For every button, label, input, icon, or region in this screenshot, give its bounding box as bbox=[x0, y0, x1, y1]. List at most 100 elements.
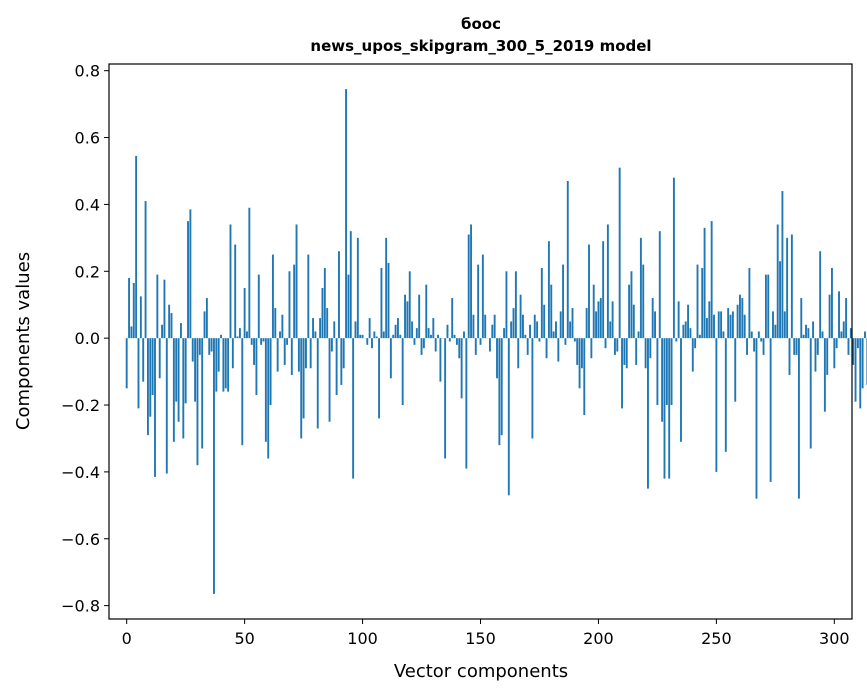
bar bbox=[300, 338, 303, 439]
bar bbox=[378, 338, 381, 419]
bar bbox=[187, 221, 189, 339]
bar bbox=[739, 294, 741, 339]
bar bbox=[852, 338, 855, 365]
bar bbox=[757, 331, 760, 339]
bar bbox=[283, 338, 286, 365]
bar bbox=[189, 209, 192, 339]
bar bbox=[847, 338, 850, 355]
bar bbox=[507, 338, 510, 496]
bar bbox=[321, 288, 324, 339]
bar bbox=[408, 271, 411, 339]
bar bbox=[689, 328, 692, 339]
bar bbox=[512, 308, 515, 339]
bar bbox=[644, 338, 647, 369]
bar bbox=[496, 338, 498, 379]
bar bbox=[729, 314, 732, 339]
bar bbox=[418, 294, 421, 339]
x-tick-label: 100 bbox=[347, 629, 378, 648]
x-tick-label: 300 bbox=[819, 629, 850, 648]
bar bbox=[465, 338, 468, 469]
bar bbox=[698, 334, 701, 339]
bar bbox=[236, 336, 239, 339]
bar bbox=[305, 338, 307, 369]
bar bbox=[175, 338, 178, 402]
bar bbox=[375, 336, 378, 339]
bar bbox=[670, 338, 673, 406]
bar bbox=[180, 323, 182, 339]
bar bbox=[444, 338, 447, 459]
bar bbox=[229, 224, 232, 339]
bar bbox=[368, 318, 371, 339]
bar bbox=[215, 338, 218, 392]
bar bbox=[602, 241, 605, 339]
bar bbox=[250, 338, 253, 345]
bar bbox=[797, 338, 800, 499]
bar bbox=[710, 221, 713, 339]
bar bbox=[493, 314, 496, 339]
bar bbox=[144, 201, 147, 339]
y-tick-label: 0.8 bbox=[75, 62, 100, 81]
bar bbox=[243, 288, 246, 339]
bar bbox=[840, 331, 843, 339]
bar bbox=[345, 89, 347, 339]
bar bbox=[597, 301, 600, 339]
bar bbox=[380, 267, 383, 339]
bar bbox=[614, 338, 616, 355]
bar bbox=[663, 338, 666, 479]
bar bbox=[163, 279, 166, 339]
bar bbox=[137, 338, 140, 409]
bar bbox=[552, 331, 555, 339]
bar bbox=[772, 311, 774, 339]
bar bbox=[590, 338, 593, 359]
bar bbox=[293, 264, 296, 339]
bar bbox=[592, 284, 595, 339]
bar bbox=[474, 338, 477, 355]
bar bbox=[246, 331, 248, 339]
bar bbox=[642, 264, 645, 339]
bar bbox=[764, 274, 767, 339]
bar bbox=[743, 314, 746, 339]
bar bbox=[385, 237, 388, 339]
bar bbox=[795, 338, 798, 355]
bar bbox=[684, 321, 687, 339]
bar bbox=[717, 311, 720, 339]
bar bbox=[198, 338, 201, 355]
bar bbox=[838, 291, 840, 339]
chart-subtitle: news_upos_skipgram_300_5_2019 model bbox=[310, 37, 651, 55]
bar bbox=[415, 328, 418, 339]
y-tick-label: −0.8 bbox=[61, 597, 100, 616]
bar bbox=[323, 267, 326, 339]
bar bbox=[241, 338, 244, 446]
bar bbox=[812, 321, 815, 339]
bar bbox=[255, 338, 258, 395]
bar bbox=[774, 324, 777, 339]
bar bbox=[639, 237, 642, 339]
bar bbox=[514, 271, 517, 339]
bar bbox=[538, 338, 541, 342]
bar bbox=[302, 338, 305, 419]
bar bbox=[262, 338, 265, 342]
bar bbox=[479, 338, 482, 345]
bar bbox=[347, 274, 350, 339]
bar bbox=[588, 244, 590, 339]
bar bbox=[680, 338, 682, 442]
bar bbox=[125, 338, 128, 389]
bar bbox=[802, 334, 805, 339]
bar bbox=[224, 338, 227, 389]
bar bbox=[253, 338, 256, 365]
bar bbox=[621, 338, 623, 409]
bar bbox=[540, 267, 543, 339]
bar bbox=[182, 338, 185, 439]
bar bbox=[437, 334, 439, 339]
y-axis-label: Components values bbox=[13, 252, 34, 430]
bar bbox=[564, 338, 567, 345]
bar bbox=[628, 284, 631, 339]
bar bbox=[307, 254, 310, 339]
bar bbox=[788, 338, 791, 375]
bar bbox=[736, 304, 739, 339]
bar bbox=[477, 264, 480, 339]
bar bbox=[194, 338, 197, 402]
bar bbox=[248, 207, 251, 339]
bar bbox=[831, 267, 833, 339]
bar bbox=[213, 338, 215, 594]
